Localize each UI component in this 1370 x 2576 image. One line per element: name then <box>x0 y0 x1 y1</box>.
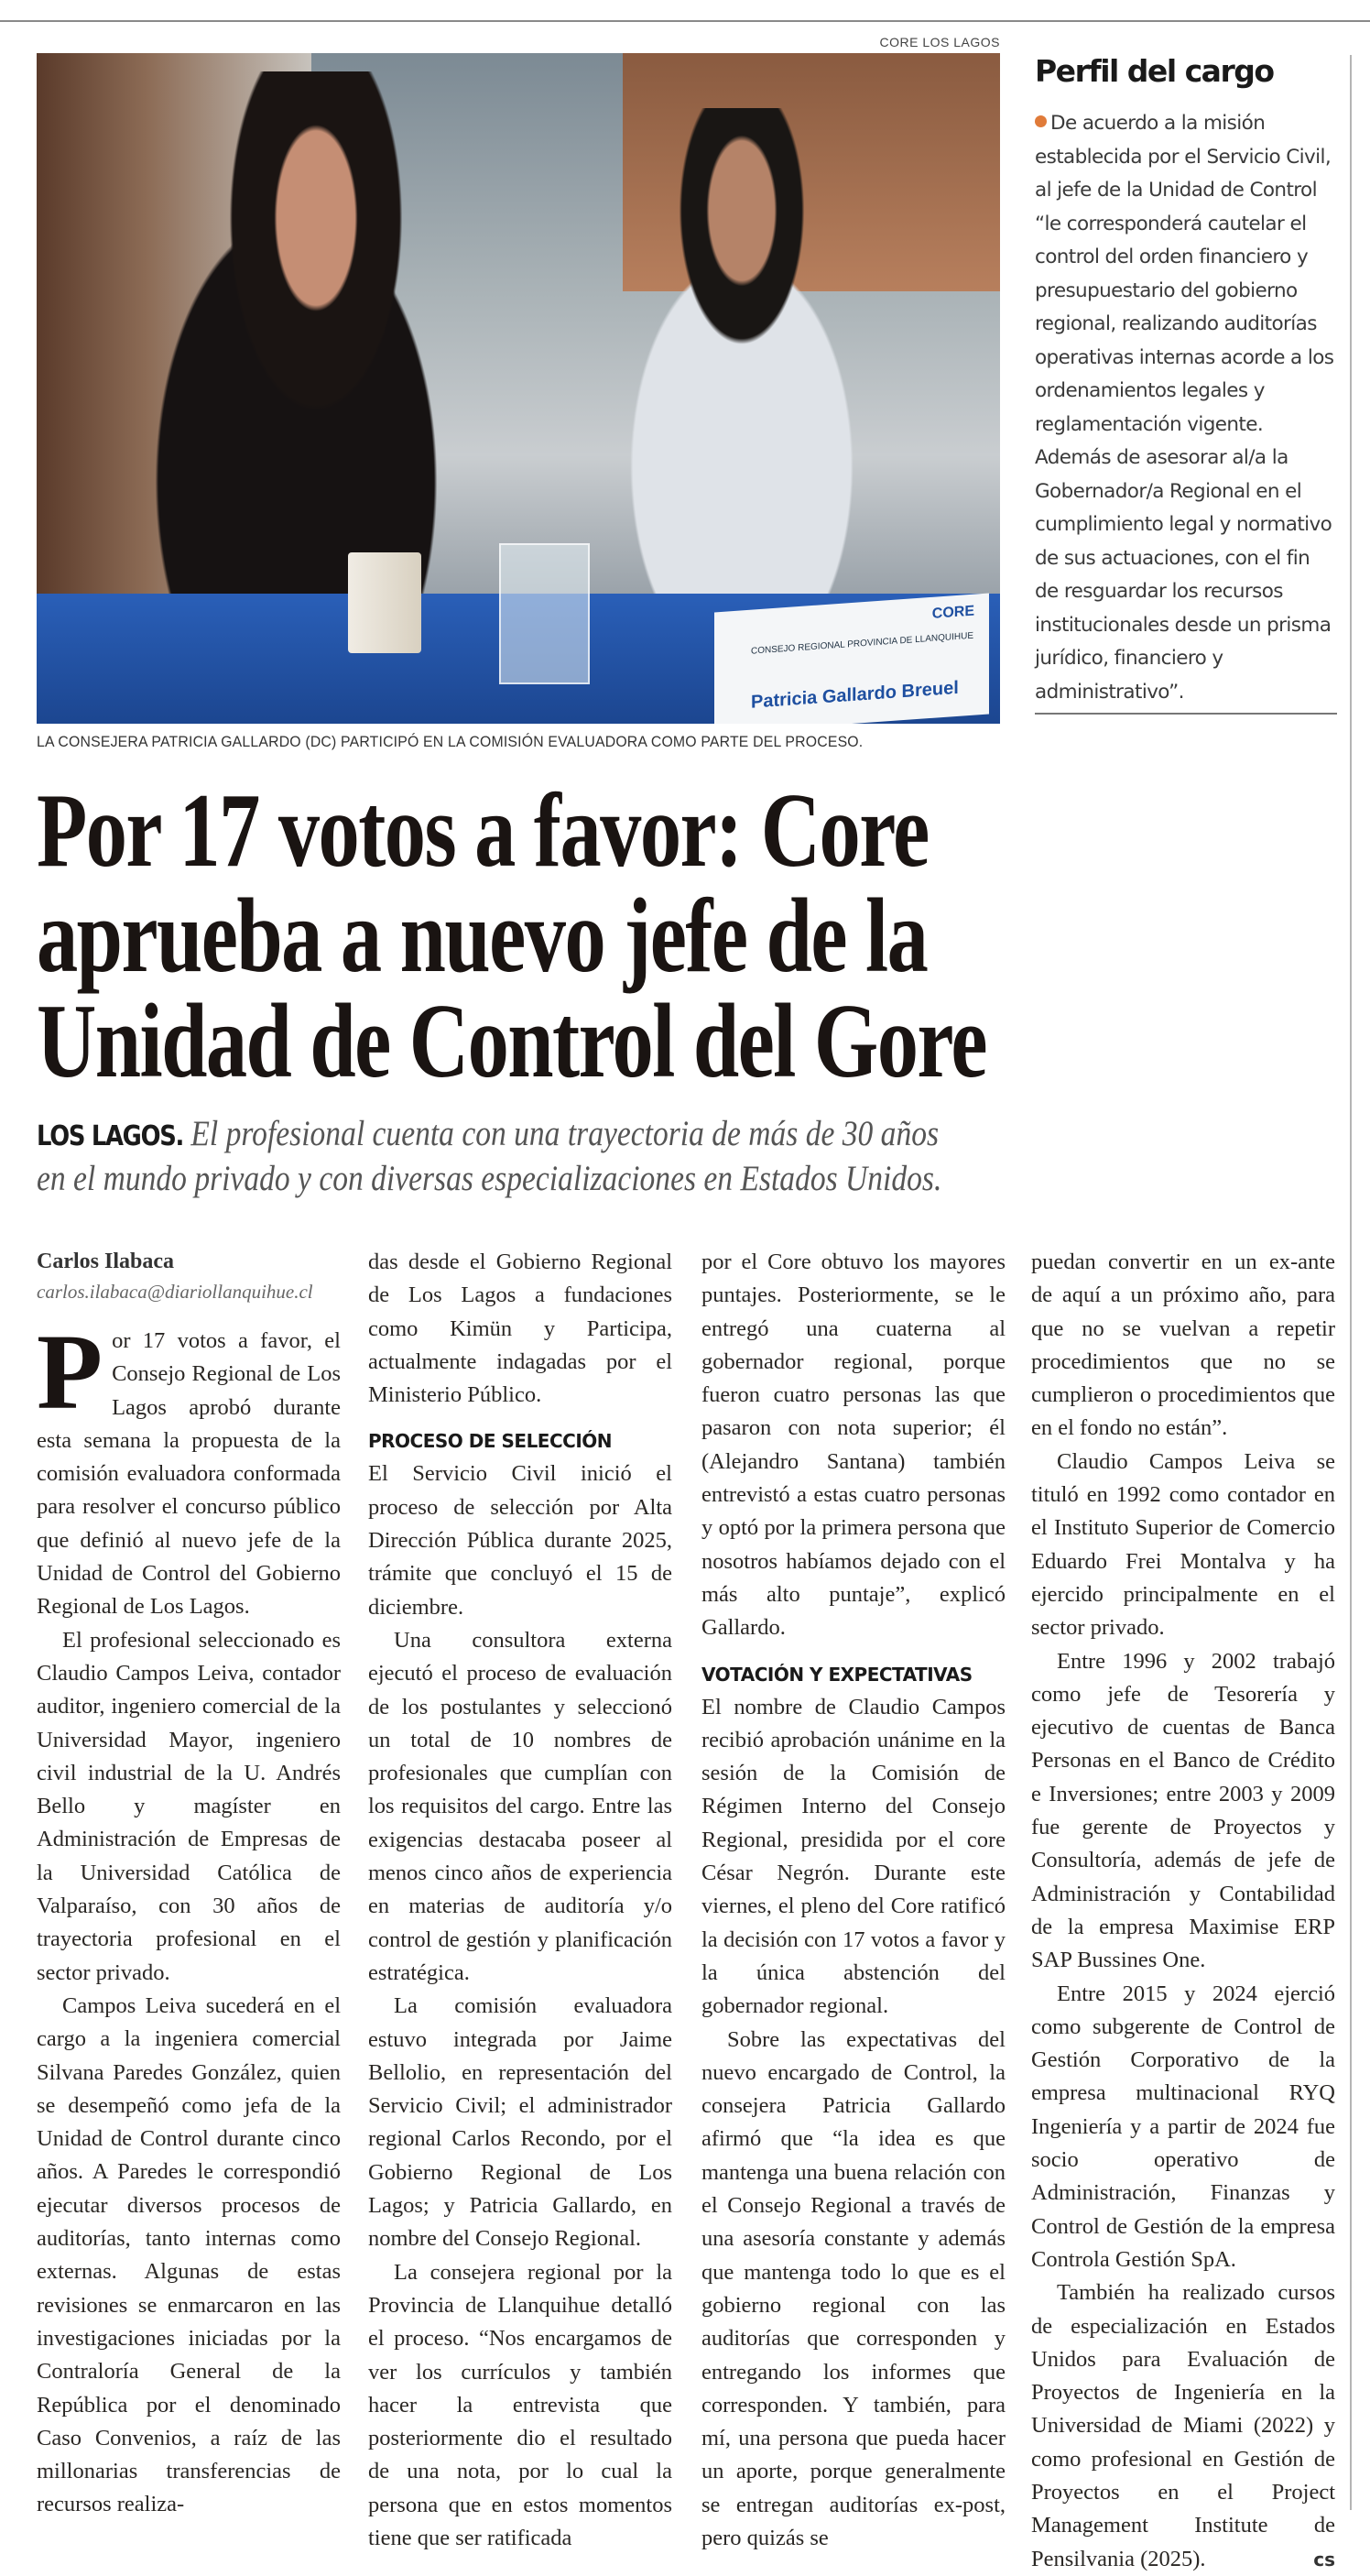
body-column-1: Carlos Ilabaca carlos.ilabaca@diariollan… <box>37 1246 341 2522</box>
paragraph: Sobre las expectativas del nuevo encarga… <box>701 2026 1006 2550</box>
paragraph: Campos Leiva sucederá en el cargo a la i… <box>37 1992 341 2517</box>
placard-org: CONSEJO REGIONAL PROVINCIA DE LLANQUIHUE <box>751 630 974 657</box>
placard-name: Patricia Gallardo Breuel <box>751 677 959 713</box>
headline-line: Por 17 votos a favor: Core <box>37 772 930 890</box>
top-rule <box>0 20 1370 22</box>
paragraph: Una consultora externa ejecutó el proces… <box>368 1627 672 1985</box>
headline: Por 17 votos a favor: Core aprueba a nue… <box>37 772 1254 1100</box>
body-column-3: por el Core obtuvo los mayores puntajes.… <box>701 1246 1006 2555</box>
page-edge-divider <box>1350 55 1352 2510</box>
paragraph: puedan convertir en un ex-ante de aquí a… <box>1031 1250 1335 1441</box>
photo-man <box>549 108 934 621</box>
photo-glass <box>499 543 590 684</box>
subhead: PROCESO DE SELECCIÓN <box>368 1430 613 1453</box>
body-column-4: puedan convertir en un ex-ante de aquí a… <box>1031 1246 1335 2576</box>
article-photo: CORE CONSEJO REGIONAL PROVINCIA DE LLANQ… <box>37 53 1000 724</box>
deck-line: El profesional cuenta con una trayectori… <box>190 1114 940 1153</box>
paragraph: Entre 1996 y 2002 trabajó como jefe de T… <box>1031 1648 1335 1973</box>
sidebar-text: De acuerdo a la misión establecida por e… <box>1035 112 1334 704</box>
deck-line: en el mundo privado y con diversas espec… <box>37 1159 942 1198</box>
paragraph: La consejera regional por la Provincia d… <box>368 2259 672 2550</box>
subhead: VOTACIÓN Y EXPECTATIVAS <box>701 1663 973 1686</box>
sidebar-box: Perfil del cargo De acuerdo a la misión … <box>1035 53 1339 709</box>
body-column-2: das desde el Gobierno Regional de Los La… <box>368 1246 672 2555</box>
end-mark-icon: cs <box>1313 2548 1335 2571</box>
paragraph: El nombre de Claudio Campos recibió apro… <box>701 1694 1006 2019</box>
drop-cap: P <box>37 1312 103 1432</box>
paragraph: El profesional seleccionado es Claudio C… <box>37 1627 341 1985</box>
byline-email[interactable]: carlos.ilabaca@diariollanquihue.cl <box>37 1281 313 1303</box>
placard-logo: CORE <box>931 603 974 622</box>
sidebar-text-block: De acuerdo a la misión establecida por e… <box>1035 107 1339 709</box>
photo-caption: LA CONSEJERA PATRICIA GALLARDO (DC) PART… <box>37 733 864 750</box>
paragraph: La comisión evaluadora estuvo integrada … <box>368 1993 672 2252</box>
deck: LOS LAGOS. El profesional cuenta con una… <box>37 1113 1319 1200</box>
paragraph: Entre 2015 y 2024 ejerció como subgerent… <box>1031 1981 1335 2272</box>
paragraph: Claudio Campos Leiva se tituló en 1992 c… <box>1031 1448 1335 1641</box>
paragraph: El Servicio Civil inició el proceso de s… <box>368 1461 672 1620</box>
deck-place: LOS LAGOS. <box>37 1120 184 1152</box>
photo-name-placard: CORE CONSEJO REGIONAL PROVINCIA DE LLANQ… <box>714 593 989 724</box>
sidebar-divider <box>1035 713 1337 715</box>
bullet-icon <box>1035 115 1047 127</box>
headline-line: aprueba a nuevo jefe de la <box>37 878 929 995</box>
paragraph: por el Core obtuvo los mayores puntajes.… <box>701 1250 1006 1641</box>
photo-credit: CORE LOS LAGOS <box>879 35 1000 49</box>
photo-woman <box>119 71 513 658</box>
sidebar-title: Perfil del cargo <box>1035 53 1275 89</box>
photo-cup <box>348 552 421 653</box>
byline-author: Carlos Ilabaca <box>37 1250 174 1273</box>
paragraph: También ha realizado cursos de especiali… <box>1031 2276 1335 2576</box>
headline-line: Unidad de Control del Gore <box>37 983 988 1100</box>
paragraph: das desde el Gobierno Regional de Los La… <box>368 1250 672 1408</box>
